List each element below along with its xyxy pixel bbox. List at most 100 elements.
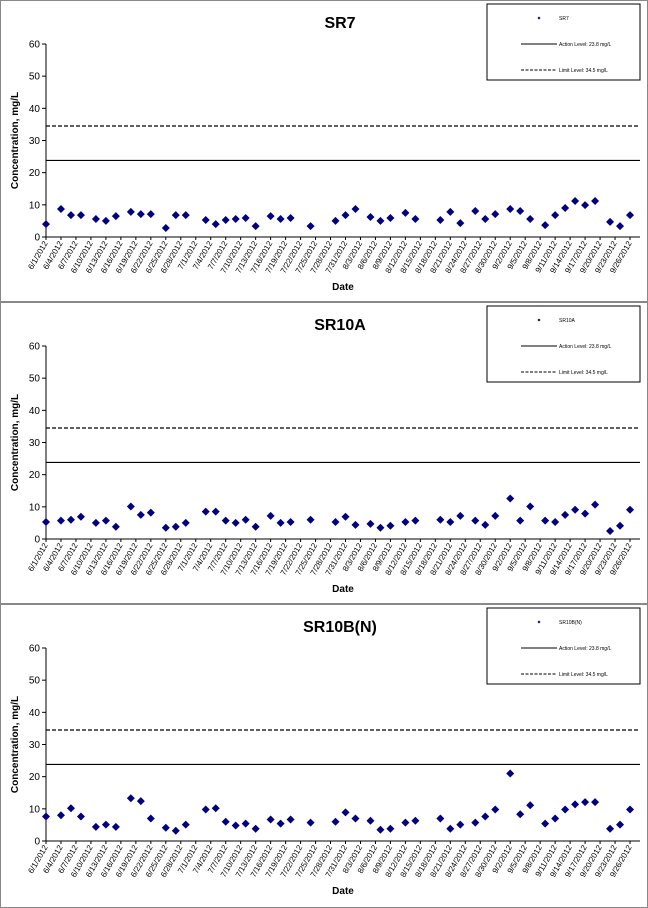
legend-label: Limit Level: 34.5 mg/L — [559, 672, 608, 678]
y-tick-label: 0 — [34, 837, 40, 848]
data-point — [241, 515, 250, 524]
data-point — [161, 223, 170, 232]
data-point — [541, 516, 550, 525]
y-tick-label: 40 — [29, 708, 41, 719]
data-point — [276, 819, 285, 828]
y-tick-label: 40 — [29, 406, 41, 417]
y-axis-label: Concentration, mg/L — [10, 394, 21, 491]
data-point — [126, 502, 135, 511]
legend-marker — [537, 318, 541, 322]
data-point — [616, 820, 625, 829]
y-tick-label: 30 — [29, 740, 41, 751]
data-point — [456, 511, 465, 520]
chart-panel: SR701020304050606/1/20126/4/20126/7/2012… — [0, 0, 648, 302]
data-point — [211, 507, 220, 516]
data-point — [161, 823, 170, 832]
data-point — [231, 214, 240, 223]
data-point — [101, 820, 110, 829]
chart-title: SR10A — [314, 317, 366, 334]
legend-label: SR10A — [559, 318, 576, 324]
data-point — [471, 206, 480, 215]
data-point — [561, 204, 570, 213]
data-point — [306, 818, 315, 827]
data-point — [591, 196, 600, 205]
data-point — [231, 821, 240, 830]
chart-panel: SR10B(N)01020304050606/1/20126/4/20126/7… — [0, 604, 648, 908]
data-point — [456, 219, 465, 228]
data-point — [561, 510, 570, 519]
data-point — [436, 814, 445, 823]
data-point — [376, 216, 385, 225]
data-point — [126, 207, 135, 216]
data-point — [221, 516, 230, 525]
data-point — [551, 517, 560, 526]
data-point — [146, 814, 155, 823]
legend-box — [486, 607, 641, 685]
legend-label: SR10B(N) — [559, 620, 582, 626]
data-point — [211, 220, 220, 229]
data-point — [66, 211, 75, 220]
data-point — [221, 817, 230, 826]
data-point — [251, 522, 260, 531]
data-point — [331, 216, 340, 225]
data-point — [551, 814, 560, 823]
data-point — [351, 205, 360, 214]
data-point — [276, 214, 285, 223]
x-axis-label: Date — [332, 282, 354, 293]
legend-label: Limit Level: 34.5 mg/L — [559, 68, 608, 74]
data-point — [411, 214, 420, 223]
data-point — [481, 214, 490, 223]
y-tick-label: 50 — [29, 676, 41, 687]
data-point — [251, 824, 260, 833]
data-point — [471, 516, 480, 525]
data-point — [341, 211, 350, 220]
data-point — [401, 517, 410, 526]
chart-panel: SR10A01020304050606/1/20126/4/20126/7/20… — [0, 302, 648, 604]
chart-title: SR7 — [324, 15, 355, 32]
y-tick-label: 50 — [29, 72, 41, 83]
data-point — [386, 521, 395, 530]
data-point — [211, 804, 220, 813]
data-point — [42, 517, 50, 526]
data-point — [76, 512, 85, 521]
data-point — [266, 212, 275, 221]
data-point — [516, 516, 525, 525]
data-point — [436, 215, 445, 224]
data-point — [331, 817, 340, 826]
y-axis-label: Concentration, mg/L — [10, 696, 21, 793]
y-tick-label: 60 — [29, 342, 41, 353]
data-point — [386, 824, 395, 833]
data-point — [171, 211, 180, 220]
x-axis-label: Date — [332, 584, 354, 595]
data-point — [366, 213, 375, 222]
data-point — [581, 201, 590, 210]
data-point — [561, 805, 570, 814]
data-point — [591, 798, 600, 807]
data-point — [366, 519, 375, 528]
data-point — [446, 517, 455, 526]
data-point — [541, 221, 550, 230]
y-tick-label: 50 — [29, 374, 41, 385]
y-tick-label: 10 — [29, 200, 41, 211]
data-point — [286, 815, 295, 824]
y-tick-label: 0 — [34, 233, 40, 244]
data-point — [506, 769, 515, 778]
data-point — [181, 211, 190, 220]
legend-box — [486, 3, 641, 81]
y-tick-label: 0 — [34, 535, 40, 546]
legend-marker — [537, 620, 541, 624]
data-point — [241, 819, 250, 828]
data-point — [146, 210, 155, 219]
data-point — [491, 210, 500, 219]
data-point — [181, 820, 190, 829]
data-point — [241, 214, 250, 223]
data-point — [606, 824, 615, 833]
data-point — [491, 805, 500, 814]
y-tick-label: 20 — [29, 470, 41, 481]
data-point — [266, 511, 275, 520]
data-point — [91, 518, 100, 527]
data-point — [376, 523, 385, 532]
data-point — [506, 205, 515, 214]
data-point — [136, 210, 145, 219]
data-point — [331, 517, 340, 526]
